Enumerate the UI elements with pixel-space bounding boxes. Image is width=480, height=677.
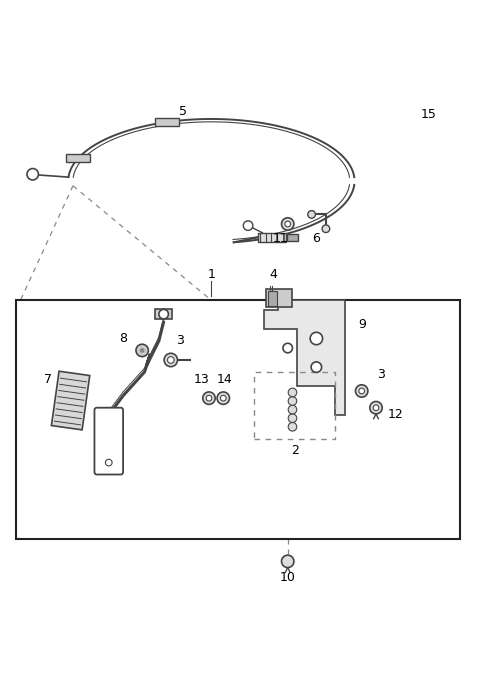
Circle shape: [27, 169, 38, 180]
Circle shape: [288, 422, 297, 431]
Circle shape: [159, 309, 168, 319]
Circle shape: [140, 348, 144, 353]
Circle shape: [220, 395, 226, 401]
Circle shape: [217, 392, 229, 404]
Text: 1: 1: [207, 267, 216, 280]
Text: 3: 3: [377, 368, 384, 380]
Circle shape: [308, 211, 315, 218]
Circle shape: [373, 405, 379, 410]
FancyBboxPatch shape: [51, 371, 90, 430]
Text: 4: 4: [269, 267, 277, 280]
Bar: [266, 289, 292, 307]
Text: 8: 8: [119, 332, 127, 345]
Text: 9: 9: [358, 318, 366, 330]
Text: 2: 2: [291, 444, 299, 457]
Circle shape: [356, 385, 368, 397]
Circle shape: [243, 221, 253, 230]
Circle shape: [370, 401, 382, 414]
Circle shape: [285, 221, 290, 227]
Bar: [155, 309, 172, 320]
Circle shape: [164, 353, 178, 367]
Circle shape: [203, 392, 215, 404]
Circle shape: [288, 397, 297, 406]
Text: 14: 14: [216, 372, 232, 386]
Circle shape: [206, 395, 212, 401]
Bar: [258, 233, 286, 242]
Bar: [268, 291, 277, 306]
FancyBboxPatch shape: [95, 408, 123, 475]
Circle shape: [281, 218, 294, 230]
Text: 13: 13: [194, 372, 210, 386]
Circle shape: [281, 555, 294, 567]
Circle shape: [288, 414, 297, 422]
Circle shape: [311, 362, 322, 372]
Text: 6: 6: [312, 232, 320, 245]
Circle shape: [106, 459, 112, 466]
Text: 3: 3: [177, 334, 184, 347]
Circle shape: [168, 357, 174, 364]
Circle shape: [310, 332, 323, 345]
Circle shape: [288, 406, 297, 414]
Text: 10: 10: [280, 571, 296, 584]
Circle shape: [322, 225, 330, 233]
Text: 7: 7: [44, 372, 52, 386]
Circle shape: [283, 343, 292, 353]
Text: 12: 12: [387, 408, 403, 421]
Circle shape: [136, 344, 148, 357]
Bar: [287, 234, 298, 241]
Bar: [66, 154, 90, 162]
Polygon shape: [264, 301, 345, 415]
Text: 15: 15: [420, 108, 436, 121]
Bar: [16, 301, 459, 539]
Circle shape: [359, 388, 364, 394]
Text: 11: 11: [273, 232, 288, 245]
Circle shape: [288, 388, 297, 397]
Text: 5: 5: [179, 106, 187, 118]
Bar: [155, 118, 179, 126]
